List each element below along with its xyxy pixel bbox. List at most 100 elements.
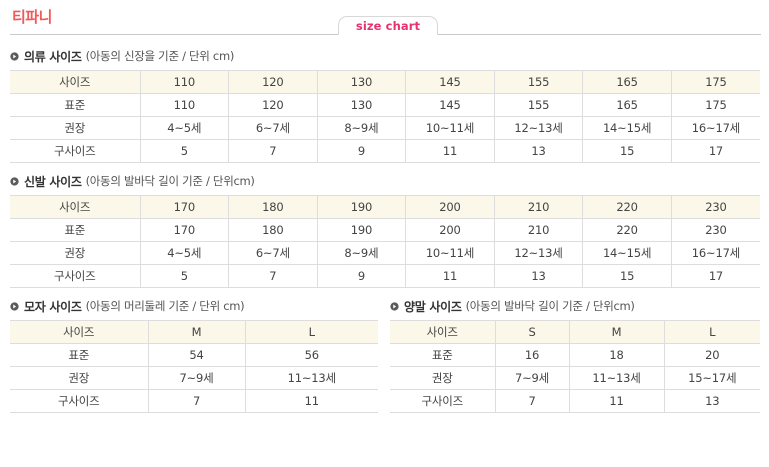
table-cell: 180 (228, 218, 318, 242)
table-cell: 12~13세 (494, 116, 584, 140)
table-cell: 165 (582, 70, 672, 94)
table-cell: 200 (405, 218, 495, 242)
bullet-arrow-icon (10, 51, 19, 61)
table-cell: S (495, 320, 570, 344)
table-cell: 16~17세 (671, 116, 760, 140)
table-cell: 220 (582, 195, 672, 219)
section-title: 양말 사이즈 (404, 299, 462, 314)
section-title: 모자 사이즈 (24, 299, 82, 314)
table-cell: 11 (405, 139, 495, 163)
tab-size-chart[interactable]: size chart (338, 16, 438, 35)
row-label: 표준 (10, 343, 149, 367)
row-label: 구사이즈 (10, 264, 141, 288)
section-clothing-header: 의류 사이즈 (아동의 신장을 기준 / 단위 cm) (0, 46, 769, 66)
table-cell: 13 (664, 389, 760, 413)
table-cell: 15~17세 (664, 366, 760, 390)
table-cell: 5 (140, 139, 230, 163)
table-cell: 15 (582, 139, 672, 163)
table-cell: 11~13세 (569, 366, 665, 390)
section-subtitle: (아동의 신장을 기준 / 단위 cm) (85, 49, 235, 63)
table-cell: 17 (671, 139, 760, 163)
table-cell: 155 (494, 70, 584, 94)
section-hat-header: 모자 사이즈 (아동의 머리둘레 기준 / 단위 cm) (0, 296, 384, 316)
row-label: 권장 (10, 241, 141, 265)
table-cell: 15 (582, 264, 672, 288)
brand-title: 티파니 (12, 8, 52, 26)
table-cell: 7~9세 (148, 366, 246, 390)
table-row: 표준 110 120 130 145 155 165 175 (10, 93, 760, 117)
table-row: 구사이즈 7 11 13 (390, 389, 760, 413)
bullet-arrow-icon (390, 301, 399, 311)
table-cell: 5 (140, 264, 230, 288)
table-cell: 170 (140, 218, 230, 242)
row-label: 권장 (390, 366, 496, 390)
table-cell: 230 (671, 218, 760, 242)
table-cell: 120 (228, 70, 318, 94)
section-title: 신발 사이즈 (24, 174, 82, 189)
table-cell: 11 (405, 264, 495, 288)
table-cell: 11 (245, 389, 378, 413)
table-cell: 14~15세 (582, 116, 672, 140)
table-cell: 20 (664, 343, 760, 367)
row-label: 권장 (10, 366, 149, 390)
table-row: 구사이즈 7 11 (10, 389, 378, 413)
table-cell: 10~11세 (405, 241, 495, 265)
table-row: 사이즈 170 180 190 200 210 220 230 (10, 195, 760, 219)
table-cell: 11 (569, 389, 665, 413)
row-label: 구사이즈 (390, 389, 496, 413)
table-cell: 130 (317, 70, 407, 94)
table-cell: 7~9세 (495, 366, 570, 390)
table-cell: 190 (317, 218, 407, 242)
table-cell: 7 (228, 139, 318, 163)
table-row: 권장 7~9세 11~13세 (10, 366, 378, 390)
table-cell: 175 (671, 93, 760, 117)
table-cell: 13 (494, 264, 584, 288)
table-cell: 9 (317, 139, 407, 163)
section-hat: 모자 사이즈 (아동의 머리둘레 기준 / 단위 cm) 사이즈 M L 표준 … (0, 288, 384, 413)
table-cell: M (148, 320, 246, 344)
table-row: 표준 16 18 20 (390, 343, 760, 367)
row-label: 사이즈 (390, 320, 496, 344)
table-cell: 210 (494, 218, 584, 242)
table-cell: 10~11세 (405, 116, 495, 140)
socks-size-table: 사이즈 S M L 표준 16 18 20 권장 7~9세 11~13세 15~… (390, 320, 760, 413)
section-subtitle: (아동의 발바닥 길이 기준 / 단위cm) (465, 299, 635, 313)
table-cell: M (569, 320, 665, 344)
bullet-arrow-icon (10, 176, 19, 186)
table-row: 사이즈 110 120 130 145 155 165 175 (10, 70, 760, 94)
section-shoes-header: 신발 사이즈 (아동의 발바닥 길이 기준 / 단위cm) (0, 171, 769, 191)
table-cell: 210 (494, 195, 584, 219)
table-row: 권장 7~9세 11~13세 15~17세 (390, 366, 760, 390)
table-cell: 155 (494, 93, 584, 117)
table-cell: 16~17세 (671, 241, 760, 265)
table-cell: 200 (405, 195, 495, 219)
table-cell: 130 (317, 93, 407, 117)
table-row: 권장 4~5세 6~7세 8~9세 10~11세 12~13세 14~15세 1… (10, 116, 760, 140)
row-label: 사이즈 (10, 70, 141, 94)
table-cell: L (664, 320, 760, 344)
table-cell: 145 (405, 93, 495, 117)
row-label: 구사이즈 (10, 389, 149, 413)
table-cell: 220 (582, 218, 672, 242)
table-row: 표준 170 180 190 200 210 220 230 (10, 218, 760, 242)
table-cell: 110 (140, 93, 230, 117)
table-cell: 165 (582, 93, 672, 117)
hat-size-table: 사이즈 M L 표준 54 56 권장 7~9세 11~13세 구사이즈 7 (10, 320, 378, 413)
table-cell: 9 (317, 264, 407, 288)
row-label: 사이즈 (10, 320, 149, 344)
section-subtitle: (아동의 발바닥 길이 기준 / 단위cm) (85, 174, 255, 188)
table-cell: 56 (245, 343, 378, 367)
table-cell: 190 (317, 195, 407, 219)
table-cell: 170 (140, 195, 230, 219)
table-cell: 175 (671, 70, 760, 94)
table-cell: 145 (405, 70, 495, 94)
page-header: 티파니 size chart (0, 0, 769, 38)
table-row: 권장 4~5세 6~7세 8~9세 10~11세 12~13세 14~15세 1… (10, 241, 760, 265)
section-socks-header: 양말 사이즈 (아동의 발바닥 길이 기준 / 단위cm) (384, 296, 768, 316)
table-cell: 14~15세 (582, 241, 672, 265)
table-cell: 12~13세 (494, 241, 584, 265)
table-cell: 110 (140, 70, 230, 94)
section-socks: 양말 사이즈 (아동의 발바닥 길이 기준 / 단위cm) 사이즈 S M L … (384, 288, 768, 413)
table-cell: 6~7세 (228, 116, 318, 140)
table-cell: 180 (228, 195, 318, 219)
